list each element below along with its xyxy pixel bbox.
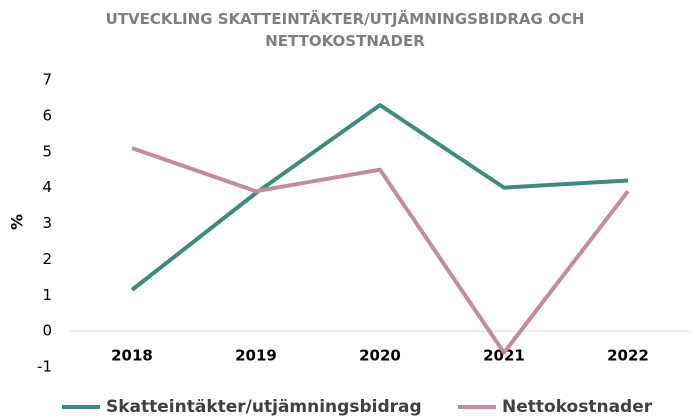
y-axis-label: % <box>8 214 27 230</box>
y-tick-label: -1 <box>37 358 52 376</box>
x-tick-label: 2020 <box>359 347 401 365</box>
y-tick-label: 0 <box>42 322 52 340</box>
x-tick-label: 2018 <box>111 347 153 365</box>
series-line <box>131 146 630 355</box>
x-tick-label: 2021 <box>483 347 525 365</box>
series-line <box>130 103 629 292</box>
y-tick-label: 5 <box>42 142 52 160</box>
x-tick-label: 2019 <box>235 347 277 365</box>
x-tick-label: 2022 <box>607 347 649 365</box>
y-tick-label: 2 <box>42 250 52 268</box>
legend-label: Skatteintäkter/utjämningsbidrag <box>106 397 422 416</box>
y-tick-label: 7 <box>42 71 52 89</box>
y-tick-label: 6 <box>42 106 52 124</box>
y-tick-label: 3 <box>42 214 52 232</box>
legend-label: Nettokostnader <box>502 397 653 416</box>
y-tick-label: 4 <box>42 178 52 196</box>
y-tick-label: 1 <box>42 286 52 304</box>
chart-title: UTVECKLING SKATTEINTÄKTER/UTJÄMNINGSBIDR… <box>105 10 585 50</box>
